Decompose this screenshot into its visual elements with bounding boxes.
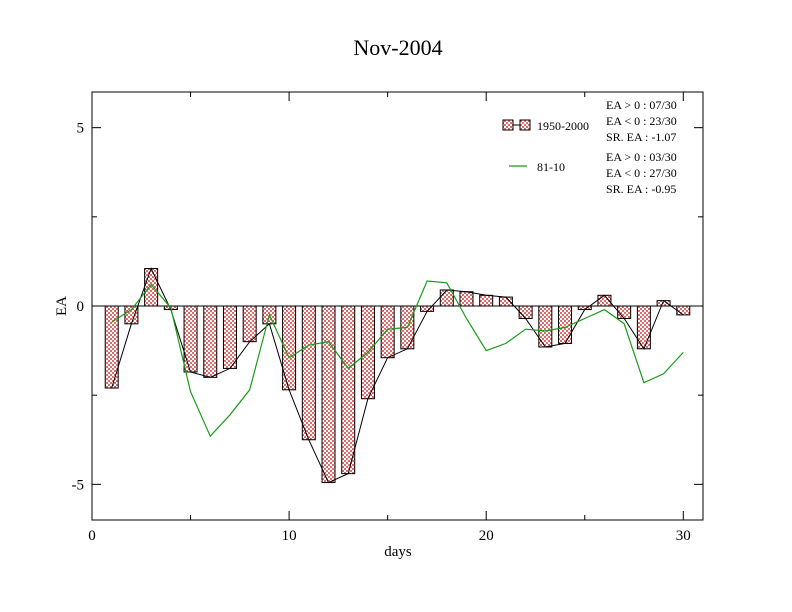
x-tick-label: 30: [676, 528, 691, 544]
bar-1950-2000: [104, 305, 119, 389]
series-line-1950-2000: [111, 267, 684, 484]
bar-1950-2000: [242, 305, 257, 343]
bar-1950-2000: [222, 305, 237, 369]
bar-1950-2000: [144, 268, 159, 307]
chart-title: Nov-2004: [353, 35, 442, 60]
stats-1950-2000-negative: EA < 0 : 23/30: [606, 114, 677, 128]
x-axis-label: days: [384, 544, 412, 560]
legend-label-81-10: 81-10: [537, 160, 565, 174]
bar-1950-2000: [518, 305, 533, 319]
x-tick-label: 10: [282, 528, 297, 544]
bar-series: [104, 267, 691, 484]
bar-1950-2000: [203, 305, 218, 378]
bar-1950-2000: [341, 305, 356, 475]
bar-1950-2000: [183, 305, 198, 373]
bar-1950-2000: [479, 294, 494, 307]
legend-swatch-bar-left: [502, 119, 514, 131]
y-tick-label: -5: [72, 477, 85, 493]
stats-1950-2000-positive: EA > 0 : 07/30: [606, 98, 677, 112]
legend-swatch-bar-right: [519, 119, 531, 131]
series-line-81-10: [111, 280, 684, 438]
stats-81-10-sr: SR. EA : -0.95: [606, 182, 676, 196]
bar-1950-2000: [380, 305, 395, 359]
y-tick-label: 5: [77, 121, 85, 137]
bar-1950-2000: [439, 289, 454, 307]
legend-label-1950-2000: 1950-2000: [537, 119, 589, 133]
axis-ticks: 0 10 20 30 -5 0 5: [72, 92, 703, 544]
legend: 1950-2000 EA > 0 : 07/30 EA < 0 : 23/30 …: [502, 98, 677, 196]
stats-81-10-negative: EA < 0 : 27/30: [606, 166, 677, 180]
bar-1950-2000: [301, 305, 316, 441]
bar-1950-2000: [459, 291, 474, 307]
y-tick-label: 0: [77, 299, 85, 315]
bar-1950-2000: [321, 305, 336, 484]
stats-1950-2000-sr: SR. EA : -1.07: [606, 130, 676, 144]
bar-1950-2000: [617, 305, 632, 319]
y-axis-label: EA: [54, 296, 70, 316]
x-tick-label: 0: [88, 528, 96, 544]
x-tick-label: 20: [479, 528, 494, 544]
stats-81-10-positive: EA > 0 : 03/30: [606, 150, 677, 164]
bar-1950-2000: [676, 305, 691, 316]
line-series: [111, 280, 684, 438]
